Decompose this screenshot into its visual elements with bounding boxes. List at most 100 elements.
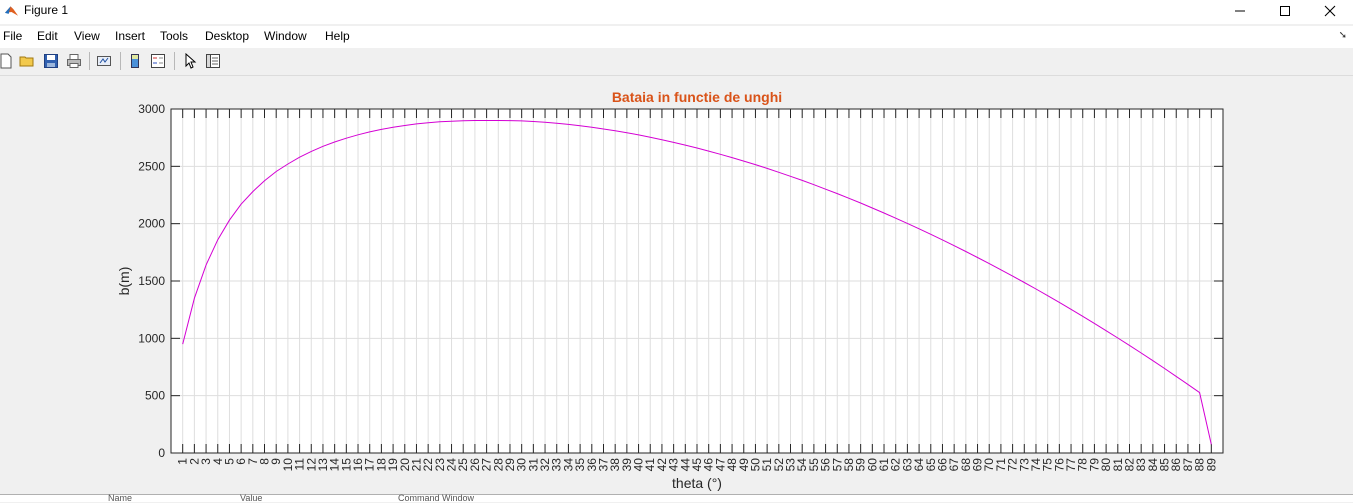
x-tick-label: 64 <box>912 458 926 472</box>
x-tick-label: 5 <box>222 458 236 465</box>
menu-view[interactable]: View <box>74 29 100 43</box>
x-tick-label: 70 <box>982 458 996 472</box>
close-button[interactable] <box>1307 0 1353 22</box>
print-icon[interactable] <box>66 53 82 69</box>
x-tick-label: 9 <box>269 458 283 465</box>
menu-desktop[interactable]: Desktop <box>205 29 250 43</box>
x-tick-label: 32 <box>538 458 552 472</box>
workspace-name-header: Name <box>108 493 133 503</box>
minimize-button[interactable] <box>1217 0 1263 22</box>
toolbar-separator <box>120 52 121 70</box>
edit-plot-cursor-icon[interactable] <box>181 53 197 69</box>
x-tick-label: 26 <box>468 458 482 472</box>
x-tick-label: 22 <box>421 458 435 472</box>
y-tick-labels: 0 500 1000 1500 2000 2500 3000 <box>138 102 165 460</box>
axis-ticks <box>171 108 1223 454</box>
window-title-bar: Figure 1 <box>0 0 1353 24</box>
x-tick-label: 72 <box>1006 458 1020 472</box>
x-tick-label: 56 <box>819 458 833 472</box>
x-tick-label: 89 <box>1204 458 1218 472</box>
x-tick-label: 2 <box>187 458 201 465</box>
x-tick-label: 6 <box>234 458 248 465</box>
menu-edit[interactable]: Edit <box>37 29 58 43</box>
x-tick-label: 15 <box>339 458 353 472</box>
x-tick-label: 52 <box>772 458 786 472</box>
chart-title: Bataia in functie de unghi <box>612 89 782 105</box>
menu-insert[interactable]: Insert <box>115 29 146 43</box>
x-tick-label: 38 <box>608 458 622 472</box>
x-tick-label: 33 <box>550 458 564 472</box>
x-tick-label: 71 <box>994 458 1008 472</box>
chart[interactable]: 1234567891011121314151617181920212223242… <box>0 76 1353 496</box>
x-tick-label: 43 <box>667 458 681 472</box>
x-tick-label: 42 <box>655 458 669 472</box>
x-tick-label: 81 <box>1111 458 1125 472</box>
x-tick-label: 83 <box>1134 458 1148 472</box>
x-axis-label: theta (°) <box>672 475 722 491</box>
x-tick-label: 14 <box>328 458 342 472</box>
x-tick-label: 62 <box>889 458 903 472</box>
x-tick-label: 12 <box>304 458 318 472</box>
y-tick-label: 2000 <box>138 217 165 231</box>
close-icon <box>1324 5 1336 17</box>
workspace-value-header: Value <box>240 493 263 503</box>
x-tick-label: 10 <box>281 458 295 472</box>
y-axis-label: b(m) <box>116 267 132 296</box>
x-tick-label: 47 <box>713 458 727 472</box>
menu-window[interactable]: Window <box>264 29 307 43</box>
x-tick-label: 74 <box>1029 458 1043 472</box>
x-tick-label: 61 <box>877 458 891 472</box>
x-tick-label: 69 <box>971 458 985 472</box>
menu-help[interactable]: Help <box>325 29 350 43</box>
y-tick-label: 1000 <box>138 331 165 345</box>
x-tick-label: 30 <box>515 458 529 472</box>
x-tick-label: 76 <box>1052 458 1066 472</box>
x-tick-label: 4 <box>211 458 225 465</box>
x-tick-label: 34 <box>561 458 575 472</box>
x-tick-label: 21 <box>409 458 423 472</box>
x-tick-label: 41 <box>643 458 657 472</box>
x-tick-label: 55 <box>807 458 821 472</box>
x-tick-label: 29 <box>503 458 517 472</box>
y-tick-label: 2500 <box>138 159 165 173</box>
x-tick-label: 73 <box>1017 458 1031 472</box>
property-inspector-icon[interactable] <box>205 53 221 69</box>
x-tick-label: 63 <box>900 458 914 472</box>
y-tick-label: 500 <box>145 389 165 403</box>
x-tick-label: 8 <box>258 458 272 465</box>
figure-toolbar <box>0 48 1353 76</box>
new-figure-icon[interactable] <box>0 53 14 69</box>
x-tick-label: 57 <box>830 458 844 472</box>
maximize-icon <box>1280 6 1290 16</box>
x-tick-label: 79 <box>1087 458 1101 472</box>
open-file-icon[interactable] <box>19 53 35 69</box>
x-tick-label: 24 <box>445 458 459 472</box>
link-plot-icon[interactable] <box>96 53 112 69</box>
menu-dock-arrow-icon[interactable]: ➘ <box>1338 30 1347 41</box>
x-tick-label: 19 <box>386 458 400 472</box>
menu-tools[interactable]: Tools <box>160 29 189 43</box>
maximize-button[interactable] <box>1262 0 1308 22</box>
x-tick-label: 31 <box>526 458 540 472</box>
save-icon[interactable] <box>43 53 59 69</box>
x-tick-label: 20 <box>398 458 412 472</box>
x-tick-label: 36 <box>585 458 599 472</box>
x-tick-label: 65 <box>924 458 938 472</box>
y-tick-label: 3000 <box>138 102 165 116</box>
x-tick-label: 11 <box>293 458 307 471</box>
x-tick-label: 37 <box>596 458 610 472</box>
matlab-logo-icon <box>4 6 19 16</box>
x-tick-label: 75 <box>1041 458 1055 472</box>
x-tick-label: 51 <box>760 458 774 472</box>
x-tick-label: 48 <box>725 458 739 472</box>
insert-legend-icon[interactable] <box>150 53 166 69</box>
toolbar-separator <box>174 52 175 70</box>
x-tick-label: 1 <box>176 458 190 465</box>
x-tick-label: 53 <box>784 458 798 472</box>
command-window-header: Command Window <box>398 493 475 503</box>
insert-colorbar-icon[interactable] <box>127 53 143 69</box>
x-tick-label: 23 <box>433 458 447 472</box>
x-tick-label: 45 <box>690 458 704 472</box>
menu-file[interactable]: File <box>3 29 23 43</box>
series-line <box>182 120 1212 445</box>
